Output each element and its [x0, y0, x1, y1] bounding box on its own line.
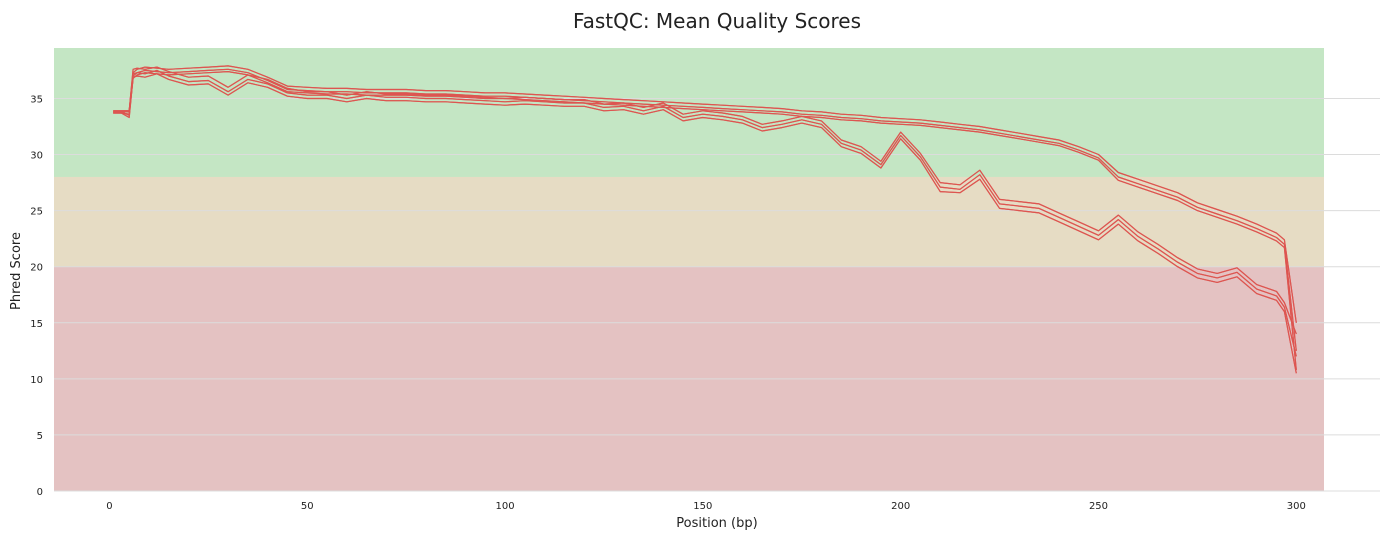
- series-line-1: [113, 68, 1297, 351]
- series-line-5: [113, 73, 1297, 374]
- x-tick-100: 100: [495, 501, 514, 512]
- y-tick-10: 10: [30, 375, 43, 386]
- y-tick-0: 0: [37, 487, 43, 498]
- series-line-0: [113, 65, 1297, 323]
- x-tick-200: 200: [891, 501, 910, 512]
- grid-lines: [54, 97, 1380, 492]
- y-tick-5: 5: [37, 431, 43, 442]
- x-axis-label: Position (bp): [676, 516, 757, 531]
- y-tick-20: 20: [30, 263, 43, 274]
- x-tick-0: 0: [106, 501, 112, 512]
- y-tick-35: 35: [30, 94, 43, 105]
- y-tick-30: 30: [30, 151, 43, 162]
- chart-title: FastQC: Mean Quality Scores: [573, 9, 861, 33]
- x-tick-50: 50: [301, 501, 314, 512]
- y-tick-labels: 0 5 10 15 20 25 30 35: [30, 94, 43, 498]
- quality-zone-0: [54, 48, 1324, 177]
- y-axis-label: Phred Score: [9, 232, 24, 310]
- x-tick-labels: 0 50 100 150 200 250 300: [106, 501, 1306, 512]
- y-tick-25: 25: [30, 207, 43, 218]
- quality-zone-1: [54, 176, 1324, 267]
- y-tick-15: 15: [30, 319, 43, 330]
- series-line-3: [113, 66, 1297, 335]
- series-line-4: [113, 69, 1297, 357]
- x-tick-150: 150: [693, 501, 712, 512]
- series-group: [113, 65, 1297, 374]
- quality-zones: [54, 48, 1324, 491]
- x-tick-300: 300: [1287, 501, 1306, 512]
- x-tick-250: 250: [1089, 501, 1108, 512]
